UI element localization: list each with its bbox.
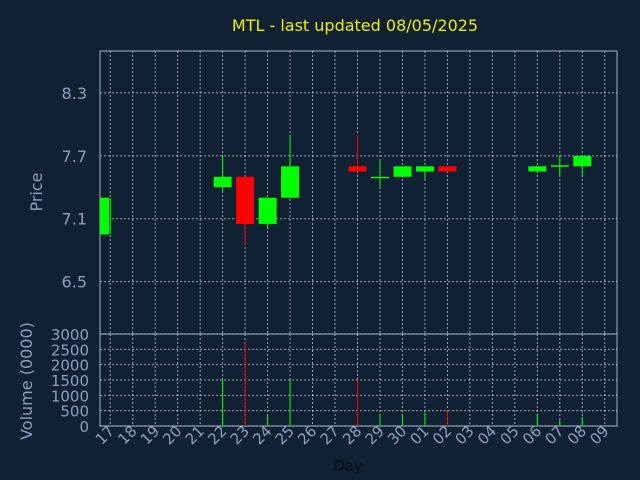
candle-body [550, 165, 569, 167]
x-axis-label: Day [333, 457, 363, 475]
volume-tick-label: 1000 [51, 387, 89, 405]
candle-body [415, 166, 434, 172]
volume-tick-label: 1500 [51, 372, 89, 390]
candle-body [438, 166, 457, 172]
candle-body [393, 166, 412, 177]
candle-body [528, 166, 547, 172]
volume-axis-label: Volume (0000) [17, 322, 36, 440]
candle-body [573, 155, 592, 167]
x-ticks: 1718192021222324252627282930010203040506… [92, 422, 613, 448]
volume-tick-label: 2500 [51, 341, 89, 359]
candle-body [100, 197, 109, 235]
grid-lines [100, 51, 617, 427]
candle-body [348, 166, 367, 172]
candle-body [281, 166, 300, 198]
candle-body [370, 176, 389, 179]
price-axis-label: Price [27, 172, 46, 211]
candle-body [258, 197, 277, 224]
volume-tick-label: 2000 [51, 357, 89, 375]
candle-body [236, 176, 255, 224]
chart-title: MTL - last updated 08/05/2025 [232, 16, 478, 35]
volume-tick-label: 500 [60, 403, 89, 421]
candle-body [213, 176, 232, 188]
price-tick-label: 8.3 [62, 84, 87, 103]
price-tick-label: 7.1 [62, 210, 87, 229]
volume-tick-label: 3000 [51, 326, 89, 344]
volume-tick-label: 0 [79, 418, 89, 436]
candlestick-series [100, 134, 592, 245]
price-y-ticks: 6.5 7.1 7.7 8.3 [62, 84, 87, 292]
volume-series [222, 343, 583, 426]
price-tick-label: 7.7 [62, 147, 87, 166]
price-tick-label: 6.5 [62, 273, 87, 292]
